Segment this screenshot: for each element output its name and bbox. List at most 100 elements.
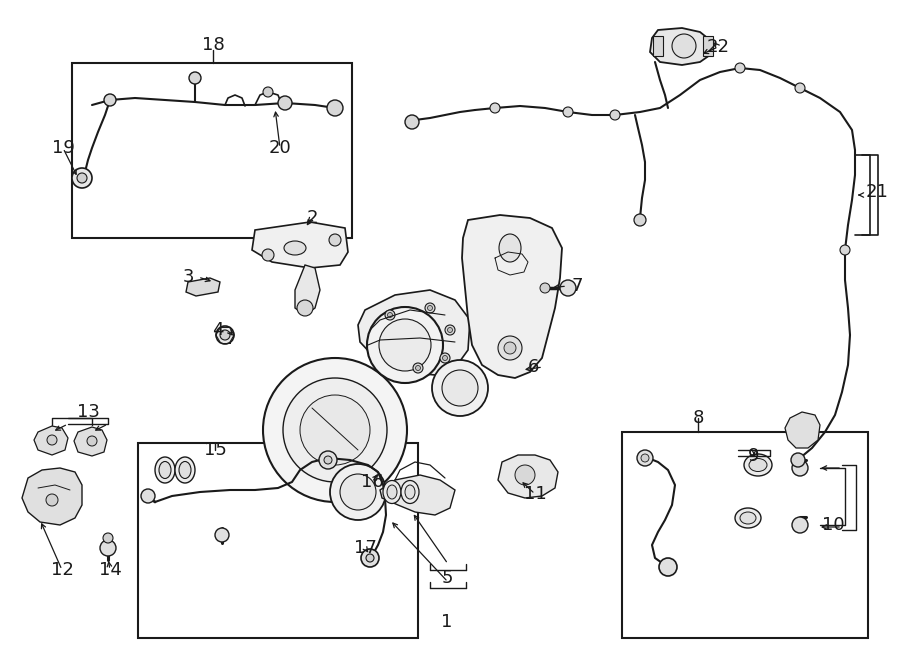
- Ellipse shape: [159, 461, 171, 479]
- Circle shape: [324, 456, 332, 464]
- Polygon shape: [74, 427, 107, 456]
- Text: 16: 16: [361, 473, 383, 491]
- Circle shape: [47, 435, 57, 445]
- Text: 9: 9: [748, 447, 760, 465]
- Circle shape: [220, 330, 230, 340]
- Ellipse shape: [155, 457, 175, 483]
- Circle shape: [672, 34, 696, 58]
- Circle shape: [413, 363, 423, 373]
- Circle shape: [440, 353, 450, 363]
- Circle shape: [447, 327, 453, 332]
- Circle shape: [297, 300, 313, 316]
- Circle shape: [432, 360, 488, 416]
- Circle shape: [498, 336, 522, 360]
- Circle shape: [141, 489, 155, 503]
- Circle shape: [610, 110, 620, 120]
- Polygon shape: [252, 222, 348, 268]
- Ellipse shape: [179, 461, 191, 479]
- Circle shape: [300, 395, 370, 465]
- Circle shape: [361, 549, 379, 567]
- Text: 19: 19: [51, 139, 75, 157]
- Circle shape: [278, 96, 292, 110]
- Circle shape: [540, 283, 550, 293]
- Circle shape: [385, 310, 395, 320]
- Ellipse shape: [284, 241, 306, 255]
- Text: 11: 11: [524, 485, 546, 503]
- Polygon shape: [22, 468, 82, 525]
- Circle shape: [379, 319, 431, 371]
- Circle shape: [634, 214, 646, 226]
- Circle shape: [443, 356, 447, 360]
- Bar: [138, 443, 418, 638]
- Text: 1: 1: [441, 613, 453, 631]
- Polygon shape: [380, 475, 455, 515]
- Circle shape: [442, 370, 478, 406]
- Text: 14: 14: [99, 561, 122, 579]
- Ellipse shape: [740, 512, 756, 524]
- Circle shape: [641, 454, 649, 462]
- Circle shape: [795, 83, 805, 93]
- Circle shape: [104, 94, 116, 106]
- Ellipse shape: [383, 481, 401, 504]
- Circle shape: [46, 494, 58, 506]
- Text: 17: 17: [354, 539, 376, 557]
- Circle shape: [515, 465, 535, 485]
- Circle shape: [103, 533, 113, 543]
- Text: 2: 2: [306, 209, 318, 227]
- Text: 3: 3: [182, 268, 194, 286]
- Circle shape: [283, 378, 387, 482]
- Text: 7: 7: [572, 277, 583, 295]
- Circle shape: [216, 326, 234, 344]
- Circle shape: [87, 436, 97, 446]
- Ellipse shape: [401, 481, 419, 504]
- Circle shape: [791, 453, 805, 467]
- Ellipse shape: [735, 508, 761, 528]
- Circle shape: [563, 107, 573, 117]
- Circle shape: [388, 313, 392, 317]
- Polygon shape: [358, 290, 470, 375]
- Text: 21: 21: [866, 183, 888, 201]
- Circle shape: [659, 558, 677, 576]
- Polygon shape: [295, 265, 320, 315]
- Circle shape: [330, 464, 386, 520]
- Circle shape: [367, 307, 443, 383]
- Circle shape: [366, 554, 374, 562]
- Circle shape: [637, 450, 653, 466]
- Circle shape: [329, 234, 341, 246]
- Circle shape: [840, 245, 850, 255]
- Circle shape: [735, 63, 745, 73]
- Circle shape: [792, 517, 808, 533]
- Circle shape: [416, 366, 420, 371]
- Text: 22: 22: [706, 38, 730, 56]
- Bar: [653, 36, 663, 56]
- Circle shape: [560, 280, 576, 296]
- Polygon shape: [34, 426, 68, 455]
- Circle shape: [319, 451, 337, 469]
- Circle shape: [504, 342, 516, 354]
- Ellipse shape: [405, 485, 415, 499]
- Circle shape: [490, 103, 500, 113]
- Ellipse shape: [749, 459, 767, 471]
- Circle shape: [263, 87, 273, 97]
- Circle shape: [77, 173, 87, 183]
- Circle shape: [405, 115, 419, 129]
- Circle shape: [327, 100, 343, 116]
- Text: 10: 10: [822, 516, 844, 534]
- Ellipse shape: [744, 454, 772, 476]
- Text: 18: 18: [202, 36, 224, 54]
- Circle shape: [215, 528, 229, 542]
- Ellipse shape: [175, 457, 195, 483]
- Circle shape: [189, 72, 201, 84]
- Text: 5: 5: [441, 569, 453, 587]
- Polygon shape: [498, 455, 558, 498]
- Circle shape: [340, 474, 376, 510]
- Circle shape: [100, 540, 116, 556]
- Ellipse shape: [499, 234, 521, 262]
- Circle shape: [445, 325, 455, 335]
- Circle shape: [792, 460, 808, 476]
- Polygon shape: [462, 215, 562, 378]
- Circle shape: [262, 249, 274, 261]
- Text: 15: 15: [203, 441, 227, 459]
- Circle shape: [425, 303, 435, 313]
- Polygon shape: [650, 28, 710, 65]
